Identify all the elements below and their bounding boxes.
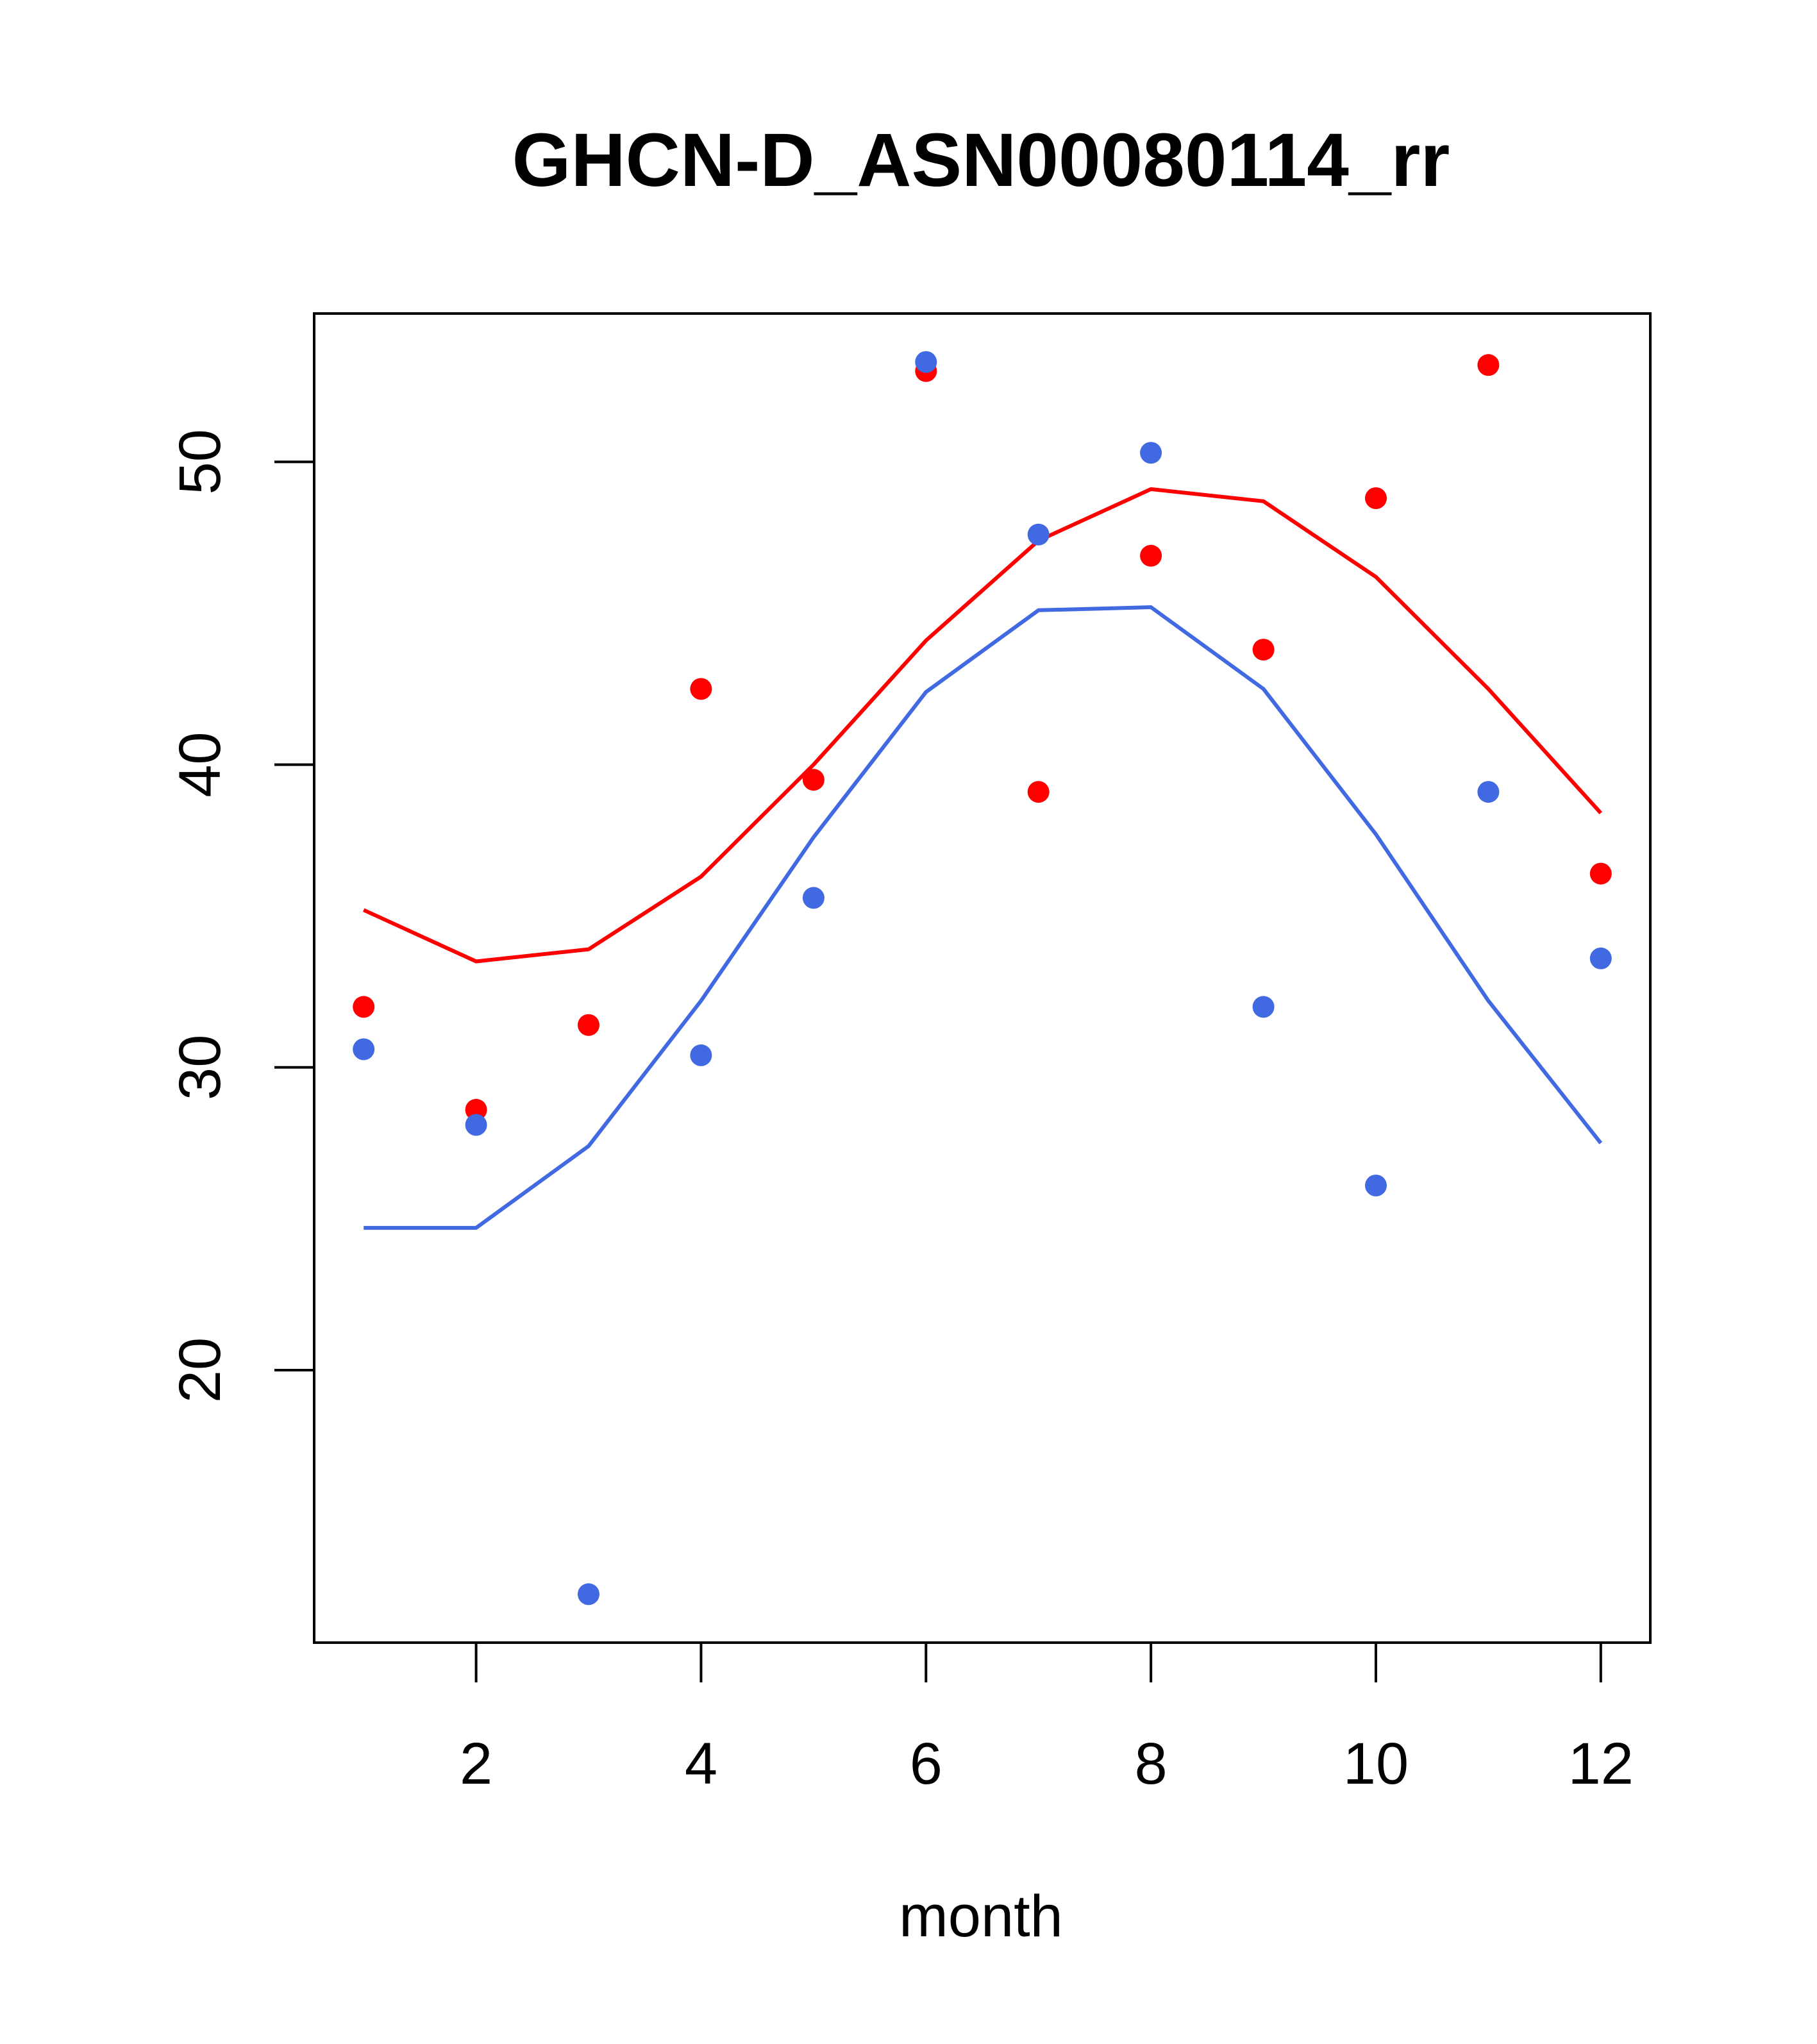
data-point-series2-8 xyxy=(1252,639,1275,661)
x-tick-label-1: 4 xyxy=(685,1731,717,1797)
data-point-series3-3 xyxy=(690,1044,712,1066)
x-tick-label-0: 2 xyxy=(460,1731,492,1797)
data-point-series2-11 xyxy=(1589,862,1612,885)
y-axis: 20 30 40 50 xyxy=(167,429,314,1403)
data-point-series2-1 xyxy=(465,1098,487,1121)
data-point-series2-3 xyxy=(690,678,712,700)
data-point-series2-6 xyxy=(1027,781,1050,803)
x-tick-label-5: 12 xyxy=(1568,1731,1634,1797)
data-point-series3-11 xyxy=(1589,947,1612,969)
series-line-1 xyxy=(364,605,1603,1230)
y-tick-label-0: 20 xyxy=(167,1337,233,1403)
y-tick-label-3: 50 xyxy=(167,429,233,494)
series-lines xyxy=(362,487,1603,1230)
data-point-series3-1 xyxy=(465,1114,487,1136)
chart-title: GHCN-D_ASN00080114_rr xyxy=(512,118,1450,203)
data-point-series3-5 xyxy=(915,351,937,373)
data-point-series3-4 xyxy=(802,887,825,909)
data-point-series2-2 xyxy=(578,1014,599,1036)
data-point-series2-4 xyxy=(802,769,825,791)
data-point-series3-2 xyxy=(578,1583,599,1605)
series-points xyxy=(353,351,1612,1605)
x-tick-label-4: 10 xyxy=(1343,1731,1409,1797)
data-point-series3-10 xyxy=(1477,781,1500,803)
data-point-series3-0 xyxy=(353,1038,375,1060)
data-point-series3-9 xyxy=(1365,1175,1387,1196)
data-point-series3-6 xyxy=(1027,523,1050,546)
data-point-series3-7 xyxy=(1140,442,1162,464)
data-point-series2-10 xyxy=(1477,354,1500,376)
x-tick-label-3: 8 xyxy=(1135,1731,1168,1797)
data-point-series2-9 xyxy=(1365,487,1387,509)
plot-frame xyxy=(313,312,1652,1644)
data-point-series2-7 xyxy=(1140,544,1162,567)
data-point-series2-0 xyxy=(353,996,375,1018)
y-tick-label-2: 40 xyxy=(167,732,233,797)
data-point-series3-8 xyxy=(1252,996,1275,1018)
series-line-0 xyxy=(362,487,1603,964)
x-axis-label: month xyxy=(899,1884,1063,1949)
x-axis: 2 4 6 8 10 12 xyxy=(460,1643,1634,1797)
y-tick-label-1: 30 xyxy=(167,1035,233,1100)
x-tick-label-2: 6 xyxy=(910,1731,942,1797)
